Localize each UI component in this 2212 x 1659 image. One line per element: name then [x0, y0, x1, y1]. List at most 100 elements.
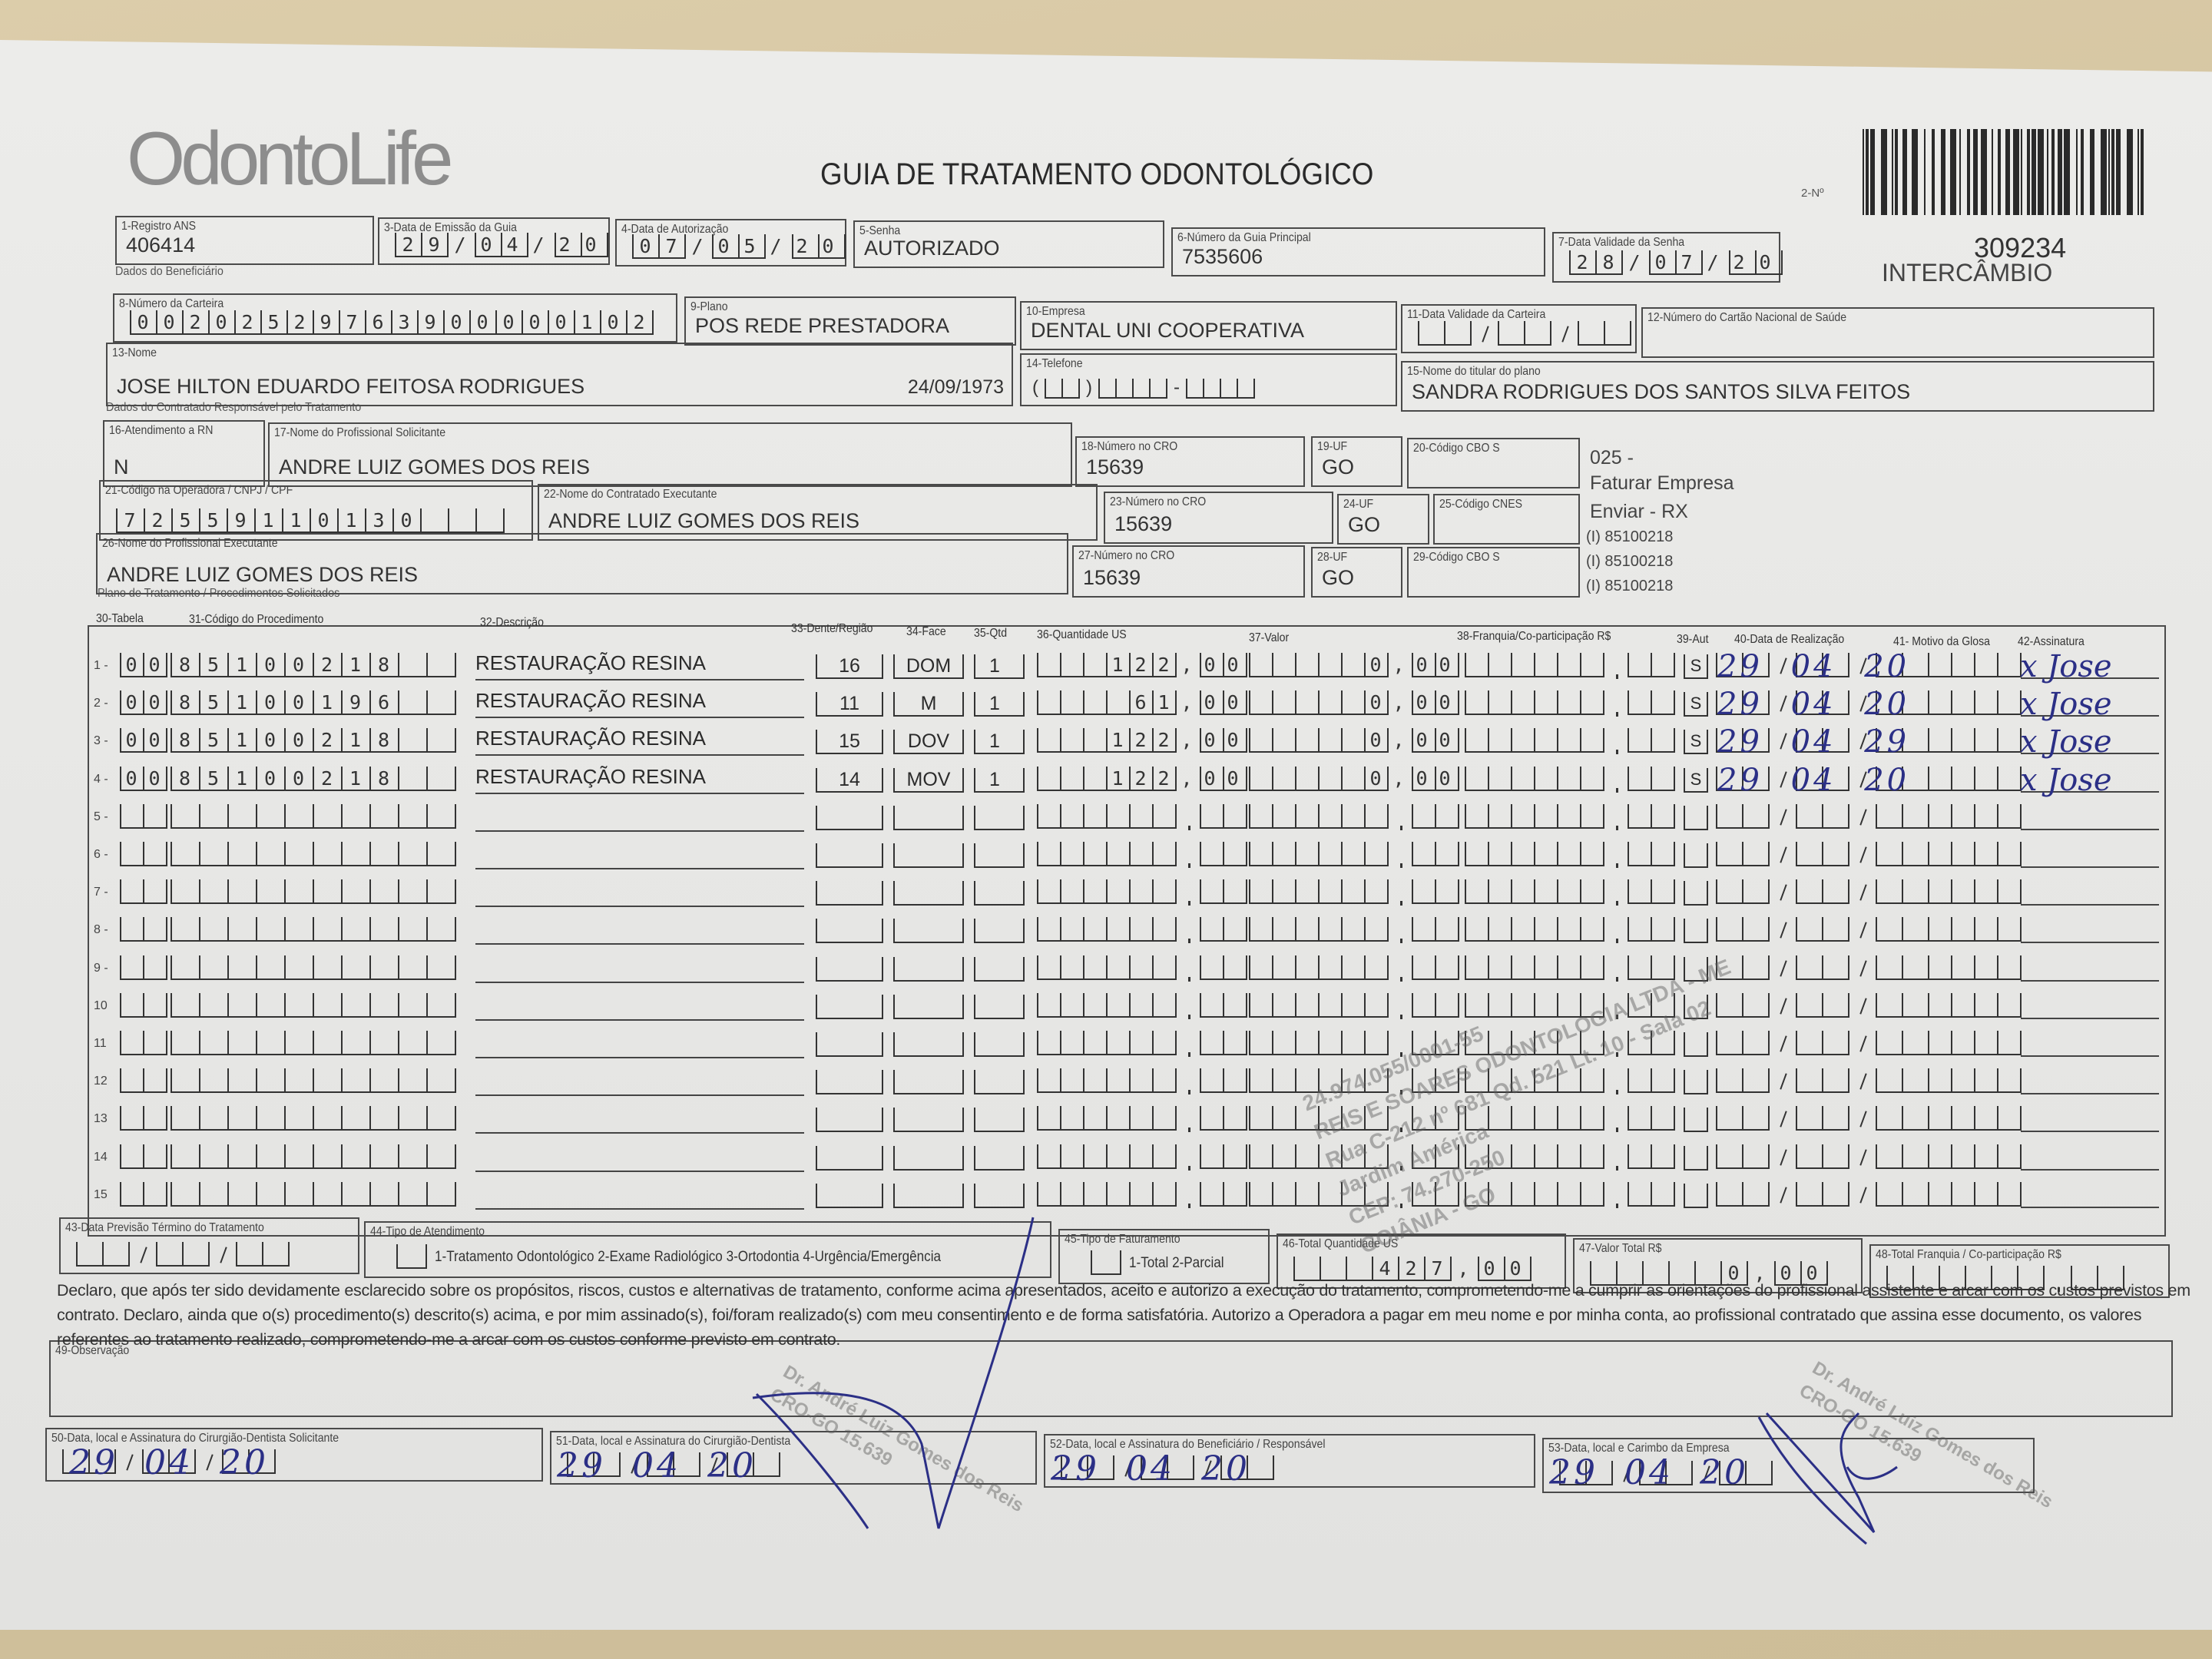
- qtd-input[interactable]: [974, 805, 1025, 830]
- comb-input[interactable]: 00202529763900000102: [130, 310, 654, 335]
- motivo-input[interactable]: [1928, 766, 2022, 791]
- description-input[interactable]: [475, 1104, 804, 1134]
- comb-input[interactable]: 427,00: [1293, 1257, 1532, 1281]
- motivo-input[interactable]: [1928, 992, 2022, 1018]
- valor-input[interactable]: 0,00: [1249, 766, 1459, 791]
- face-input[interactable]: M: [893, 692, 964, 717]
- motivo-input[interactable]: [1928, 842, 2022, 866]
- qtd-input[interactable]: [974, 1032, 1025, 1057]
- data-input[interactable]: [1716, 842, 1929, 866]
- tooth-input[interactable]: [816, 994, 883, 1019]
- face-input[interactable]: [893, 1145, 964, 1171]
- signature-line[interactable]: [2021, 1055, 2159, 1057]
- data-input[interactable]: [1716, 879, 1929, 905]
- franquia-input[interactable]: [1465, 690, 1675, 717]
- tooth-input[interactable]: [816, 1108, 883, 1133]
- qtd-input[interactable]: [974, 994, 1025, 1019]
- motivo-input[interactable]: [1928, 803, 2022, 829]
- valor-input[interactable]: [1249, 917, 1459, 944]
- face-input[interactable]: DOV: [893, 730, 964, 755]
- signature-line[interactable]: [2021, 677, 2159, 679]
- qtd_us-input[interactable]: [1037, 803, 1247, 830]
- franquia-input[interactable]: [1465, 917, 1675, 944]
- signature-line[interactable]: [2021, 753, 2159, 755]
- aut-input[interactable]: [1684, 956, 1708, 982]
- description-input[interactable]: [475, 1067, 804, 1097]
- qtd-input[interactable]: [974, 843, 1025, 868]
- signature-line[interactable]: [2021, 1206, 2159, 1208]
- field-value[interactable]: N: [114, 455, 129, 478]
- field-value[interactable]: SANDRA RODRIGUES DOS SANTOS SILVA FEITOS: [1412, 380, 1911, 403]
- codigo-input[interactable]: [171, 917, 456, 942]
- description-input[interactable]: RESTAURAÇÃO RESINA: [475, 689, 804, 719]
- aut-input[interactable]: [1684, 1070, 1708, 1095]
- field-value[interactable]: JOSE HILTON EDUARDO FEITOSA RODRIGUES: [117, 375, 585, 398]
- aut-input[interactable]: S: [1684, 767, 1708, 793]
- comb-input[interactable]: 0,00: [1590, 1261, 1828, 1286]
- comb-input[interactable]: [1886, 1266, 2124, 1292]
- valor-input[interactable]: [1249, 1144, 1459, 1171]
- qtd-input[interactable]: 1: [974, 730, 1025, 755]
- motivo-input[interactable]: [1928, 653, 2022, 677]
- valor-input[interactable]: [1249, 842, 1459, 868]
- tooth-input[interactable]: 11: [816, 692, 883, 717]
- franquia-input[interactable]: [1465, 1031, 1675, 1057]
- motivo-input[interactable]: [1928, 1106, 2022, 1131]
- qtd_us-input[interactable]: [1037, 955, 1247, 982]
- franquia-input[interactable]: [1465, 653, 1675, 679]
- data-input[interactable]: [1716, 1181, 1929, 1207]
- field-value[interactable]: ANDRE LUIZ GOMES DOS REIS: [279, 455, 591, 478]
- comb-input[interactable]: [1418, 321, 1631, 346]
- tabela-input[interactable]: [120, 1068, 167, 1094]
- motivo-input[interactable]: [1928, 917, 2022, 942]
- signature-line[interactable]: [2021, 904, 2159, 906]
- tabela-input[interactable]: [120, 955, 167, 980]
- codigo-input[interactable]: 85100196: [171, 690, 456, 716]
- face-input[interactable]: [893, 843, 964, 868]
- franquia-input[interactable]: [1465, 1106, 1675, 1133]
- franquia-input[interactable]: [1465, 728, 1675, 755]
- qtd_us-input[interactable]: [1037, 1181, 1247, 1208]
- qtd_us-input[interactable]: [1037, 842, 1247, 868]
- description-input[interactable]: [475, 954, 804, 983]
- face-input[interactable]: [893, 881, 964, 906]
- qtd_us-input[interactable]: [1037, 1144, 1247, 1171]
- qtd-input[interactable]: [974, 1145, 1025, 1171]
- signature-line[interactable]: [2021, 942, 2159, 944]
- franquia-input[interactable]: [1465, 803, 1675, 830]
- tabela-input[interactable]: [120, 879, 167, 905]
- codigo-input[interactable]: [171, 842, 456, 866]
- face-input[interactable]: [893, 1070, 964, 1095]
- aut-input[interactable]: [1684, 1145, 1708, 1171]
- tooth-input[interactable]: 16: [816, 654, 883, 679]
- aut-input[interactable]: [1684, 805, 1708, 830]
- qtd-input[interactable]: [974, 1070, 1025, 1095]
- field-value[interactable]: AUTORIZADO: [864, 237, 1000, 260]
- qtd_us-input[interactable]: 122,00: [1037, 653, 1247, 677]
- franquia-input[interactable]: [1465, 1144, 1675, 1171]
- qtd-input[interactable]: [974, 1183, 1025, 1208]
- face-input[interactable]: [893, 919, 964, 944]
- codigo-input[interactable]: [171, 1068, 456, 1094]
- tooth-input[interactable]: [816, 956, 883, 982]
- signature-line[interactable]: [2021, 715, 2159, 717]
- codigo-input[interactable]: 85100218: [171, 653, 456, 677]
- tooth-input[interactable]: [816, 805, 883, 830]
- tabela-input[interactable]: 00: [120, 728, 167, 753]
- qtd_us-input[interactable]: [1037, 1068, 1247, 1095]
- valor-input[interactable]: [1249, 1106, 1459, 1133]
- motivo-input[interactable]: [1928, 955, 2022, 980]
- tabela-input[interactable]: 00: [120, 690, 167, 716]
- motivo-input[interactable]: [1928, 1181, 2022, 1207]
- field-value[interactable]: 7535606: [1182, 245, 1263, 268]
- face-input[interactable]: [893, 1183, 964, 1208]
- tabela-input[interactable]: [120, 1181, 167, 1207]
- data-input[interactable]: [1716, 803, 1929, 829]
- description-input[interactable]: RESTAURAÇÃO RESINA: [475, 765, 804, 794]
- tabela-input[interactable]: [120, 842, 167, 866]
- qtd_us-input[interactable]: [1037, 1031, 1247, 1057]
- comb-input[interactable]: [62, 1449, 276, 1474]
- tooth-input[interactable]: [816, 919, 883, 944]
- tabela-input[interactable]: [120, 1144, 167, 1169]
- aut-input[interactable]: [1684, 1183, 1708, 1208]
